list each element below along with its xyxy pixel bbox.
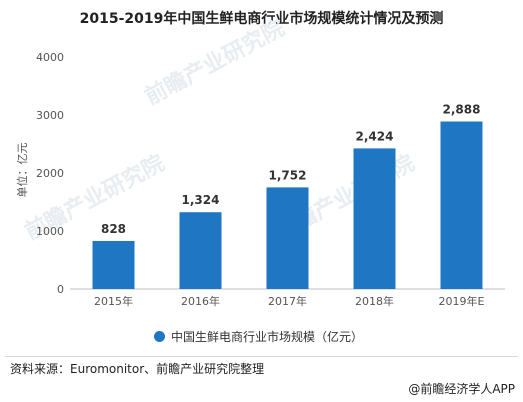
y-axis: 0 1000 2000 3000 4000 xyxy=(36,51,64,296)
source-note: 资料来源：Euromonitor、前瞻产业研究院整理 xyxy=(10,362,265,376)
bars-group: 828 1,324 1,752 2,424 2,888 xyxy=(92,102,483,289)
y-tick-label: 4000 xyxy=(36,51,64,64)
legend-swatch xyxy=(154,331,165,342)
bar xyxy=(440,121,483,289)
y-axis-label: 单位：亿元 xyxy=(16,142,29,198)
bar-value-label: 828 xyxy=(101,222,126,236)
y-tick-label: 2000 xyxy=(36,167,64,180)
bar xyxy=(179,212,222,289)
x-tick-label: 2019年E xyxy=(439,294,485,308)
y-tick-label: 1000 xyxy=(36,225,64,238)
bar-value-label: 1,752 xyxy=(269,168,307,182)
bar-value-label: 2,424 xyxy=(356,129,394,143)
bar xyxy=(92,240,135,289)
x-tick-label: 2017年 xyxy=(268,294,307,308)
bar xyxy=(353,148,396,289)
x-tick-label: 2018年 xyxy=(355,294,394,308)
divider xyxy=(5,356,518,357)
bar-value-label: 2,888 xyxy=(443,102,481,116)
legend: 中国生鲜电商行业市场规模（亿元） xyxy=(154,328,363,345)
x-axis: 2015年 2016年 2017年 2018年 2019年E xyxy=(94,294,485,308)
chart-title: 2015-2019年中国生鲜电商行业市场规模统计情况及预测 xyxy=(79,11,444,27)
bar-value-label: 1,324 xyxy=(182,193,220,207)
y-tick-label: 0 xyxy=(57,283,64,296)
y-tick-label: 3000 xyxy=(36,109,64,122)
footer-brand: @前瞻经济学人APP xyxy=(408,382,515,396)
x-tick-label: 2015年 xyxy=(94,294,133,308)
x-tick-label: 2016年 xyxy=(181,294,220,308)
legend-label: 中国生鲜电商行业市场规模（亿元） xyxy=(171,330,364,344)
watermark-text: 前瞻产业研究院 xyxy=(141,15,289,110)
bar xyxy=(266,187,309,289)
